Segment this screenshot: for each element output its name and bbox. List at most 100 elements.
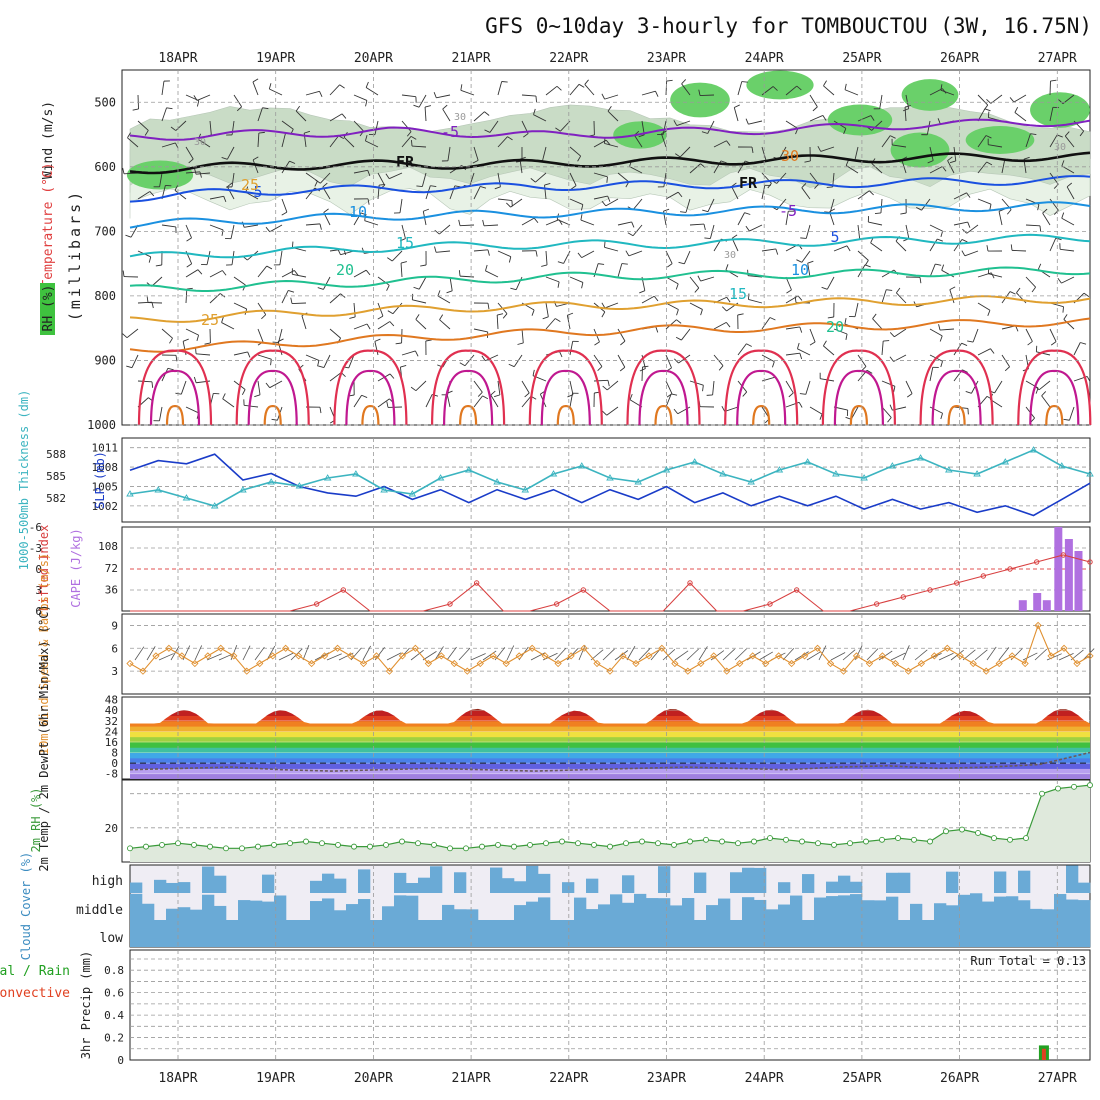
- wind-barb: [569, 146, 581, 157]
- isotherm-15: [129, 233, 1091, 259]
- wind-barb: [424, 107, 427, 122]
- cloud-cell: [322, 898, 335, 920]
- wind-barb-flag: [737, 313, 744, 316]
- bottom-date-27apr: 27APR: [1038, 1071, 1077, 1086]
- cloud-cell: [442, 904, 455, 920]
- wind-barb-flag: [704, 237, 711, 239]
- wind-barb-flag: [594, 341, 600, 346]
- wind-barb: [632, 198, 643, 211]
- top-date-20apr: 20APR: [354, 51, 393, 66]
- wind-barb: [545, 276, 560, 283]
- wind-barb: [845, 165, 859, 174]
- wind-barb-flag: [822, 115, 827, 121]
- wind-barb-flag: [151, 302, 154, 309]
- cloud-cell: [850, 881, 863, 893]
- wind-barb-flag: [751, 146, 754, 154]
- wind-barb-flag: [364, 134, 368, 142]
- cloud-cell: [358, 899, 371, 920]
- top-date-27apr: 27APR: [1038, 51, 1077, 66]
- wind-barb-flag: [937, 118, 941, 125]
- wind-barb-flag: [400, 364, 407, 368]
- cloud-cell: [886, 872, 899, 893]
- wind-barb-flag: [807, 260, 814, 264]
- wind-barb-flag: [698, 89, 701, 96]
- wind-barb-flag: [864, 260, 869, 266]
- rh-high-blob: [670, 82, 730, 118]
- rh-point: [959, 826, 965, 833]
- cloud-cell: [310, 880, 323, 893]
- cloud-cell: [1030, 920, 1043, 947]
- wind-barb-flag: [430, 185, 437, 187]
- wind-barb: [209, 195, 224, 200]
- wind-barb-flag: [661, 130, 667, 135]
- wind-barb: [209, 270, 223, 278]
- wind-barb: [971, 380, 979, 394]
- wind-barb: [785, 352, 800, 356]
- pressure-tick: 900: [94, 353, 116, 367]
- wind-barb: [497, 81, 503, 96]
- wind-barb: [905, 224, 910, 239]
- rh-point: [431, 841, 437, 848]
- wind-barb-flag: [906, 393, 913, 398]
- rh-point: [543, 840, 549, 847]
- wind-barb-flag: [845, 333, 848, 340]
- wind-barb: [401, 94, 416, 98]
- wind-barb: [881, 289, 887, 304]
- rh-point: [735, 840, 741, 847]
- wind-barb: [545, 85, 558, 96]
- wind-barb: [497, 172, 501, 187]
- wind-speed-point: [826, 659, 835, 668]
- rh-point: [847, 840, 853, 847]
- wind-barb: [329, 113, 343, 122]
- wind-barb: [473, 111, 485, 122]
- pressure-tick: 800: [94, 289, 116, 303]
- wind-barb-flag: [597, 366, 603, 372]
- slp-line: [129, 453, 1091, 517]
- wind-barb-flag: [193, 376, 197, 383]
- wind-barb-flag: [949, 286, 956, 291]
- wind-barb-flag: [122, 270, 125, 277]
- wind-barb: [473, 328, 488, 333]
- wind-barb: [634, 134, 643, 148]
- wind-barb-flag: [410, 386, 417, 392]
- surface-wind-barb: [698, 646, 708, 661]
- temp-tick: 24: [105, 725, 119, 738]
- wind-barb: [1049, 328, 1057, 342]
- cloud-cell: [166, 882, 179, 893]
- cloud-cell: [394, 872, 407, 893]
- rh-high-blob: [965, 126, 1035, 154]
- wind-barb-flag: [794, 296, 797, 303]
- thickness-point: [916, 454, 925, 461]
- cloud-cell: [730, 872, 743, 893]
- cloud-cell: [190, 920, 203, 947]
- rh-point: [607, 843, 613, 850]
- precip-ylabel: 3hr Precip (mm): [79, 951, 93, 1059]
- cloud-cell: [310, 901, 323, 920]
- cloud-cell: [598, 920, 611, 947]
- surface-wind-barb: [350, 647, 362, 661]
- rh-point: [943, 828, 949, 835]
- wind-speed-point: [813, 644, 822, 652]
- cloud-cell: [790, 895, 803, 920]
- wind-barb-flag: [433, 92, 437, 98]
- temp-band: [130, 773, 1090, 779]
- cloud-cell: [562, 920, 575, 947]
- wind-barb-flag: [939, 335, 943, 342]
- rh-ylabel: 2m RH (%): [29, 787, 43, 852]
- wind-barb-flag: [638, 134, 645, 138]
- wind-barb: [604, 143, 619, 148]
- contour-label: 5: [253, 183, 262, 201]
- contour-label: 30: [454, 112, 466, 123]
- li-point: [687, 580, 693, 586]
- cloud-cell: [718, 920, 731, 947]
- wind-barb-flag: [261, 314, 267, 320]
- surface-wind-barb: [1022, 652, 1038, 661]
- wind-barb: [881, 380, 896, 387]
- cloud-cell: [1054, 920, 1067, 947]
- wind-barb: [681, 328, 691, 341]
- wind-barb: [569, 84, 580, 96]
- wind-barb: [641, 90, 656, 96]
- wind-barb: [257, 302, 267, 315]
- contour-label: 30: [781, 147, 799, 165]
- surface-wind-barb: [746, 651, 761, 661]
